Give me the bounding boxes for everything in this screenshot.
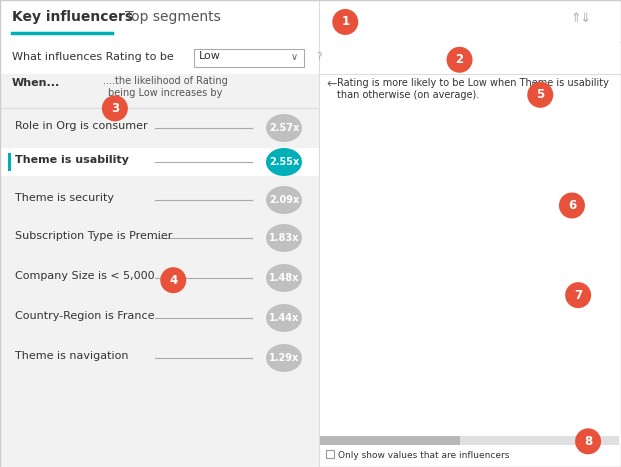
- Text: Company Size is < 5,000: Company Size is < 5,000: [15, 271, 155, 281]
- Text: 1.29x: 1.29x: [269, 353, 299, 363]
- Text: Theme is usability: Theme is usability: [15, 155, 129, 165]
- Text: 2.09x: 2.09x: [269, 195, 299, 205]
- Text: ∨: ∨: [291, 52, 298, 62]
- Text: 6: 6: [568, 199, 576, 212]
- Text: Theme is navigation: Theme is navigation: [15, 351, 129, 361]
- Bar: [512, 319, 525, 399]
- Text: What influences Rating to be: What influences Rating to be: [12, 52, 174, 62]
- Text: Average (excluding selected): 11.35%: Average (excluding selected): 11.35%: [376, 313, 514, 320]
- Bar: [451, 316, 464, 399]
- Text: 2.55x: 2.55x: [269, 157, 299, 167]
- Text: 2.57x: 2.57x: [269, 123, 299, 133]
- Bar: [533, 342, 546, 399]
- Y-axis label: %Rating is Low: %Rating is Low: [324, 257, 333, 321]
- Bar: [410, 289, 423, 399]
- Bar: [471, 319, 484, 399]
- Text: 8: 8: [584, 435, 592, 448]
- Text: 3: 3: [111, 102, 119, 115]
- Text: 7: 7: [574, 289, 582, 302]
- Text: 1.48x: 1.48x: [269, 273, 299, 283]
- Text: ⇑⇓: ⇑⇓: [570, 12, 591, 25]
- Text: ....the likelihood of Rating
being Low increases by: ....the likelihood of Rating being Low i…: [102, 76, 227, 98]
- Bar: [430, 306, 443, 399]
- Bar: [492, 319, 505, 399]
- Bar: [574, 349, 587, 399]
- Text: Role in Org is consumer: Role in Org is consumer: [15, 121, 148, 131]
- Text: 1: 1: [341, 15, 350, 28]
- Text: Subscription Type is Premier: Subscription Type is Premier: [15, 231, 173, 241]
- Text: Rating is more likely to be Low when Theme is usability
than otherwise (on avera: Rating is more likely to be Low when The…: [337, 78, 609, 99]
- Text: Only show values that are influencers: Only show values that are influencers: [338, 451, 509, 460]
- Text: 1.44x: 1.44x: [269, 313, 299, 323]
- Text: Theme is security: Theme is security: [15, 193, 114, 203]
- Bar: [369, 209, 382, 399]
- Bar: [389, 242, 402, 399]
- Text: When...: When...: [12, 78, 60, 88]
- Text: 5: 5: [536, 88, 545, 101]
- Text: 4: 4: [169, 274, 178, 287]
- Text: Low: Low: [199, 51, 221, 61]
- X-axis label: Theme: Theme: [463, 445, 494, 454]
- Text: 1.83x: 1.83x: [269, 233, 299, 243]
- Text: 2: 2: [455, 53, 464, 66]
- Bar: [553, 346, 566, 399]
- Text: ←: ←: [326, 78, 337, 91]
- Text: Top segments: Top segments: [125, 10, 220, 24]
- Text: Country-Region is France: Country-Region is France: [15, 311, 155, 321]
- Text: ?: ?: [316, 52, 322, 62]
- Text: Key influencers: Key influencers: [12, 10, 133, 24]
